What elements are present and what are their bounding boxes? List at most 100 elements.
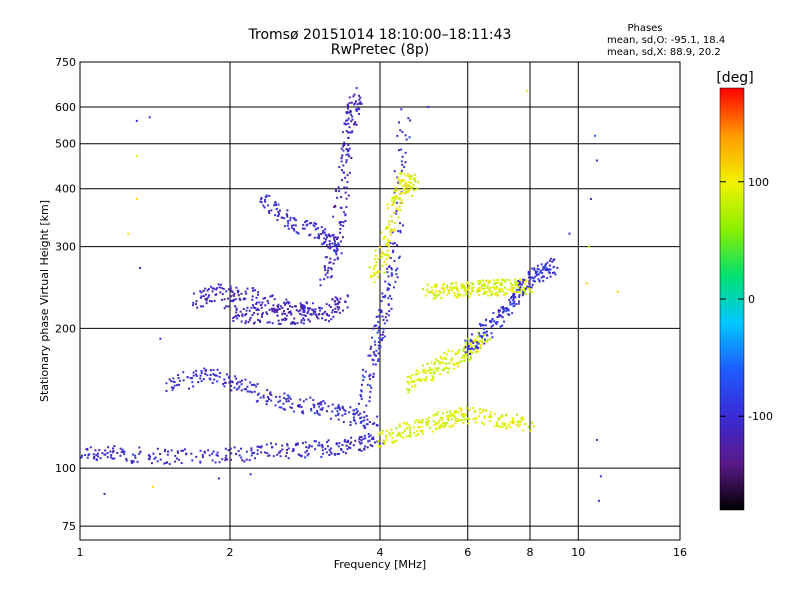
scatter-point — [495, 423, 498, 426]
scatter-point — [263, 451, 266, 454]
scatter-point — [420, 380, 423, 383]
scatter-point — [443, 282, 446, 285]
scatter-point — [92, 453, 95, 456]
scatter-point — [407, 117, 410, 120]
scatter-point — [493, 320, 496, 323]
scatter-point — [258, 301, 261, 304]
scatter-point — [484, 292, 487, 295]
scatter-point — [512, 292, 515, 295]
scatter-point — [461, 287, 464, 290]
scatter-point — [377, 440, 380, 443]
scatter-point — [532, 279, 535, 282]
scatter-point — [358, 112, 361, 115]
scatter-point — [270, 209, 273, 212]
scatter-point — [334, 205, 337, 208]
scatter-point — [229, 285, 232, 288]
scatter-point — [265, 403, 268, 406]
scatter-point — [95, 454, 98, 457]
scatter-point — [358, 98, 361, 101]
x-tick-label: 6 — [464, 546, 471, 559]
scatter-point — [439, 424, 442, 427]
scatter-point — [448, 362, 451, 365]
scatter-point — [508, 288, 511, 291]
scatter-point — [325, 244, 328, 247]
scatter-point — [392, 242, 395, 245]
scatter-point — [175, 457, 178, 460]
scatter-point — [284, 408, 287, 411]
scatter-point — [426, 362, 429, 365]
scatter-point — [430, 361, 433, 364]
scatter-point — [347, 153, 350, 156]
scatter-point — [337, 413, 340, 416]
scatter-point — [342, 145, 345, 148]
scatter-point — [385, 434, 388, 437]
scatter-point — [285, 314, 288, 317]
scatter-point — [481, 341, 484, 344]
scatter-point — [363, 448, 366, 451]
scatter-point — [474, 339, 477, 342]
scatter-point — [366, 383, 369, 386]
scatter-point — [429, 368, 432, 371]
scatter-point — [178, 383, 181, 386]
scatter-point — [342, 131, 345, 134]
scatter-point — [300, 313, 303, 316]
scatter-point — [552, 266, 555, 269]
scatter-point — [235, 309, 238, 312]
scatter-point — [434, 423, 437, 426]
scatter-point — [475, 341, 478, 344]
scatter-point — [178, 379, 181, 382]
scatter-point — [548, 268, 551, 271]
scatter-point — [387, 245, 390, 248]
scatter-point — [392, 200, 395, 203]
scatter-point — [504, 422, 507, 425]
scatter-point — [485, 340, 488, 343]
scatter-point — [204, 370, 207, 373]
scatter-point — [286, 308, 289, 311]
scatter-point — [375, 349, 378, 352]
scatter-point — [491, 336, 494, 339]
scatter-point — [343, 439, 346, 442]
scatter-point — [329, 306, 332, 309]
scatter-point — [289, 219, 292, 222]
scatter-point — [297, 232, 300, 235]
scatter-point — [481, 283, 484, 286]
scatter-point — [266, 400, 269, 403]
scatter-point — [517, 302, 520, 305]
scatter-point — [547, 271, 550, 274]
scatter-point — [310, 407, 313, 410]
scatter-point — [469, 340, 472, 343]
scatter-point — [362, 379, 365, 382]
scatter-point — [291, 305, 294, 308]
scatter-point — [305, 398, 308, 401]
scatter-point — [521, 294, 524, 297]
scatter-point — [522, 286, 525, 289]
scatter-point — [308, 222, 311, 225]
scatter-point — [501, 307, 504, 310]
scatter-point — [487, 294, 490, 297]
scatter-point — [196, 306, 199, 309]
scatter-point — [136, 460, 139, 463]
scatter-point — [396, 134, 399, 137]
scatter-point — [244, 297, 247, 300]
scatter-point — [481, 421, 484, 424]
scatter-point — [394, 280, 397, 283]
scatter-point — [354, 439, 357, 442]
scatter-point — [406, 183, 409, 186]
scatter-point — [398, 202, 401, 205]
scatter-point — [389, 242, 392, 245]
scatter-point — [359, 102, 362, 105]
scatter-point — [393, 260, 396, 263]
scatter-point — [455, 362, 458, 365]
scatter-point — [410, 187, 413, 190]
scatter-point — [296, 322, 299, 325]
scatter-point — [250, 454, 253, 457]
scatter-point — [287, 457, 290, 460]
scatter-point — [399, 435, 402, 438]
scatter-point — [256, 393, 259, 396]
scatter-point — [278, 213, 281, 216]
scatter-point — [371, 422, 374, 425]
scatter-point — [595, 159, 598, 162]
scatter-point — [484, 331, 487, 334]
scatter-point — [274, 214, 277, 217]
scatter-point — [351, 118, 354, 121]
